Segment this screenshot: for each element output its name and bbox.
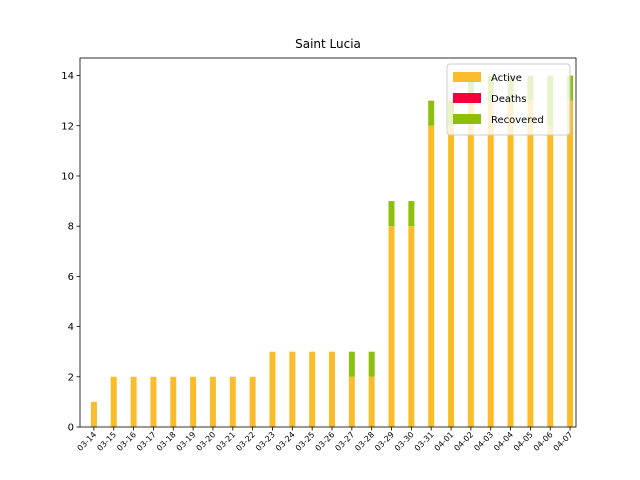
y-tick-label: 10 bbox=[61, 171, 74, 182]
bar-active-03-22 bbox=[249, 376, 256, 427]
x-tick-label: 03-18 bbox=[155, 430, 178, 453]
legend-label-deaths: Deaths bbox=[491, 94, 526, 105]
x-tick-label: 03-15 bbox=[95, 430, 118, 453]
y-tick-label: 8 bbox=[68, 222, 74, 233]
y-tick-label: 6 bbox=[68, 272, 74, 283]
bar-active-03-23 bbox=[269, 351, 276, 427]
x-tick-label: 03-22 bbox=[234, 430, 257, 453]
x-tick-label: 03-29 bbox=[373, 430, 396, 453]
x-tick-label: 03-28 bbox=[353, 430, 376, 453]
plot-frame bbox=[79, 57, 577, 428]
bar-active-03-14 bbox=[90, 401, 97, 427]
bar-active-04-06 bbox=[547, 125, 554, 427]
bar-active-03-31 bbox=[428, 125, 435, 427]
bar-active-03-29 bbox=[388, 226, 395, 427]
x-tick-label: 04-01 bbox=[433, 430, 456, 453]
x-tick-label: 04-05 bbox=[512, 430, 535, 453]
x-tick-label: 03-14 bbox=[76, 430, 99, 453]
x-tick-label: 04-07 bbox=[552, 430, 575, 453]
bar-active-03-20 bbox=[209, 376, 216, 427]
bar-recovered-03-30 bbox=[408, 201, 415, 227]
bar-active-03-26 bbox=[329, 351, 335, 427]
legend-swatch-recovered bbox=[453, 114, 481, 124]
bar-active-04-04 bbox=[507, 100, 514, 428]
x-tick-label: 03-20 bbox=[195, 430, 218, 453]
legend-label-active: Active bbox=[491, 73, 522, 84]
bar-active-03-27 bbox=[348, 376, 355, 427]
legend: Active Deaths Recovered bbox=[446, 63, 571, 136]
x-tick-label: 03-17 bbox=[135, 430, 158, 453]
x-tick-label: 04-03 bbox=[472, 430, 495, 453]
x-tick-label: 03-16 bbox=[115, 430, 138, 453]
bar-recovered-03-27 bbox=[348, 351, 355, 377]
bar-active-03-21 bbox=[229, 376, 236, 427]
x-tick-label: 03-23 bbox=[254, 430, 277, 453]
bar-active-03-28 bbox=[368, 376, 375, 427]
bar-active-04-03 bbox=[487, 100, 494, 428]
bar-active-04-05 bbox=[527, 100, 534, 428]
x-tick-label: 03-31 bbox=[413, 430, 436, 453]
bar-active-03-16 bbox=[130, 376, 137, 427]
y-tick-label: 0 bbox=[68, 423, 74, 434]
bar-recovered-03-31 bbox=[428, 100, 435, 126]
chart-title: Saint Lucia bbox=[295, 37, 361, 51]
y-tick-label: 14 bbox=[61, 71, 74, 82]
x-tick-label: 04-04 bbox=[492, 430, 515, 453]
bar-active-03-30 bbox=[408, 226, 415, 427]
y-tick-label: 4 bbox=[68, 322, 74, 333]
legend-swatch-deaths bbox=[453, 93, 481, 103]
bar-active-03-15 bbox=[110, 376, 117, 427]
bar-active-04-02 bbox=[467, 100, 474, 428]
bar-active-03-19 bbox=[190, 376, 197, 427]
x-tick-label: 03-25 bbox=[294, 430, 317, 453]
y-tick-label: 2 bbox=[68, 372, 74, 383]
axes-group: 0 2 4 6 8 10 12 14 03-1403-1503-1603-1703-1803-1… bbox=[61, 57, 577, 453]
x-tick-label: 04-06 bbox=[532, 430, 555, 453]
bar-active-03-17 bbox=[150, 376, 157, 427]
x-tick-label: 03-19 bbox=[175, 430, 198, 453]
x-tick-label: 03-21 bbox=[214, 430, 237, 453]
bar-active-03-18 bbox=[170, 376, 177, 427]
x-tick-label: 03-26 bbox=[314, 430, 337, 453]
x-tick-label: 04-02 bbox=[452, 430, 475, 453]
y-tick-label: 12 bbox=[61, 121, 74, 132]
legend-swatch-active bbox=[453, 72, 481, 82]
bar-active-03-25 bbox=[309, 351, 316, 427]
x-tick-label: 03-24 bbox=[274, 430, 297, 453]
bar-active-04-07 bbox=[567, 100, 574, 428]
bar-recovered-03-29 bbox=[388, 201, 395, 227]
x-tick-label: 03-27 bbox=[333, 430, 356, 453]
x-tick-label: 03-30 bbox=[393, 430, 416, 453]
bar-active-04-01 bbox=[448, 125, 455, 427]
bar-active-03-24 bbox=[289, 351, 296, 427]
legend-label-recovered: Recovered bbox=[491, 115, 544, 126]
bar-recovered-03-28 bbox=[368, 351, 375, 377]
